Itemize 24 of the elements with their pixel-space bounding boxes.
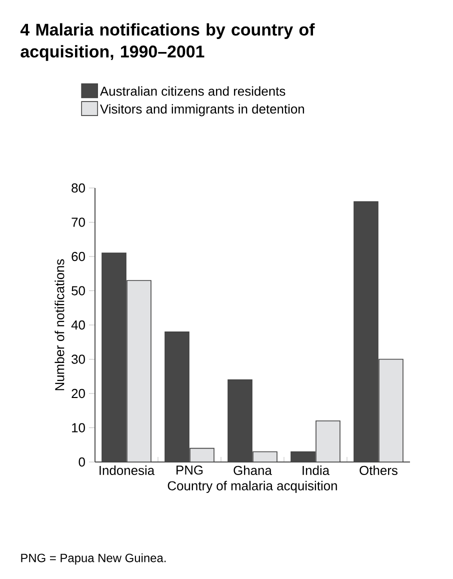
y-tick-label: 60 [72, 252, 85, 262]
y-tick-label: 80 [72, 183, 85, 193]
x-tick-label: Indonesia [100, 466, 155, 476]
bar [316, 420, 340, 462]
x-tick-label: Others [360, 466, 398, 476]
x-tick-label: Ghana [234, 466, 272, 476]
chart-title: 4 Malaria notifications by country of acquisition, 1990–2001 [20, 23, 315, 61]
y-tick-label: 40 [71, 320, 85, 330]
legend-label: Australian citizens and residents [100, 86, 286, 96]
y-tick-label: 0 [78, 457, 85, 467]
y-tick-label: 10 [72, 423, 85, 432]
y-tick-label: 20 [72, 388, 85, 398]
text: PNG = Papua New Guinea. [21, 553, 166, 565]
x-axis-title: Country of malaria acquisition [168, 480, 337, 493]
bar [126, 280, 152, 462]
bar [378, 358, 404, 462]
legend-label: Visitors and immigrants in detention [100, 104, 304, 116]
x-tick-label: India [302, 466, 330, 476]
x-tick-label: PNG [176, 466, 203, 475]
y-axis-title: Number of notifications [54, 259, 64, 390]
y-tick-label: 50 [72, 286, 85, 296]
y-tick-label: 70 [72, 218, 85, 227]
y-tick-label: 30 [72, 354, 85, 364]
bar [190, 448, 214, 462]
